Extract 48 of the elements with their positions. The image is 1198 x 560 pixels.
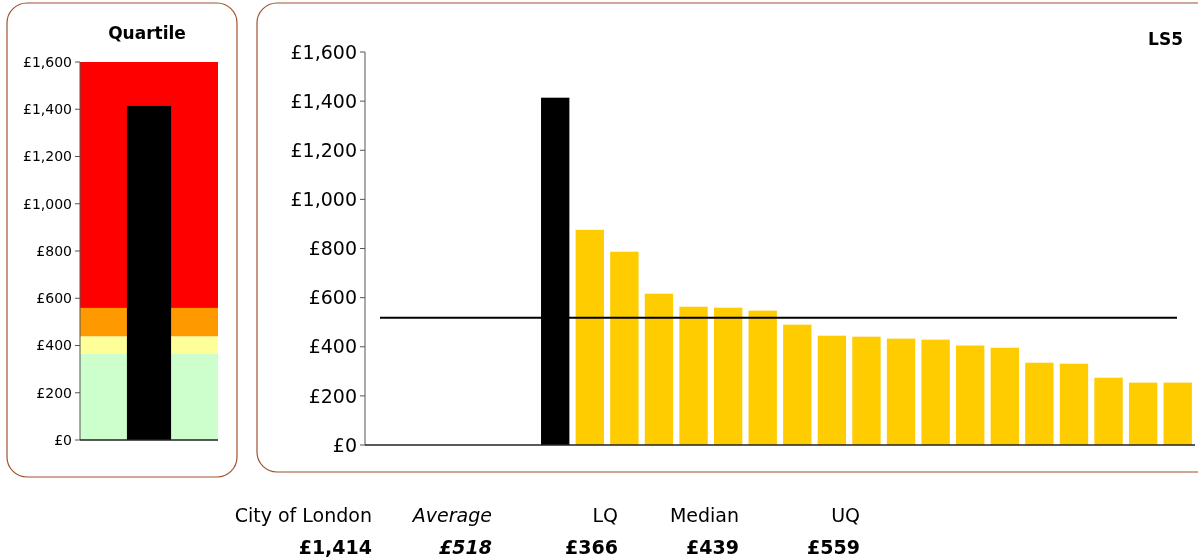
text: Median <box>669 504 739 526</box>
bar <box>610 251 639 445</box>
text: £559 <box>807 536 860 558</box>
text: £366 <box>565 536 618 558</box>
y-tick-label: £1,000 <box>23 195 72 212</box>
bar <box>1059 363 1089 445</box>
y-tick-label: £400 <box>308 335 357 358</box>
y-tick-label: £1,400 <box>23 101 72 118</box>
y-tick-label: £0 <box>332 433 357 456</box>
text: City of London <box>234 504 372 526</box>
bar <box>575 229 604 445</box>
bar <box>886 338 916 445</box>
bar <box>1128 382 1158 445</box>
y-tick-label: £1,200 <box>23 148 72 165</box>
bar <box>1025 362 1054 445</box>
bar <box>1163 382 1192 445</box>
y-tick-label: £200 <box>308 384 357 407</box>
bar <box>748 310 777 445</box>
text: £439 <box>686 536 739 558</box>
bar <box>1094 377 1123 445</box>
chart-title: Quartile <box>108 23 186 43</box>
text: LQ <box>592 504 618 526</box>
bar <box>783 324 812 445</box>
y-tick-label: £1,600 <box>23 53 72 70</box>
y-tick-label: £1,400 <box>290 89 357 112</box>
bar <box>679 306 708 445</box>
text: UQ <box>831 504 860 526</box>
y-tick-label: £600 <box>308 286 357 309</box>
bar <box>956 345 985 445</box>
y-tick-label: £800 <box>308 237 357 260</box>
bar <box>817 335 847 445</box>
text: £1,414 <box>298 536 372 558</box>
text: £518 <box>439 536 492 558</box>
bar <box>921 339 950 445</box>
bar <box>852 336 881 445</box>
bar <box>990 347 1019 445</box>
y-tick-label: £600 <box>36 290 72 307</box>
bar <box>713 307 743 445</box>
text: Average <box>410 504 492 526</box>
y-tick-label: £1,600 <box>290 40 357 63</box>
y-tick-label: £200 <box>36 384 72 401</box>
y-tick-label: £1,200 <box>290 138 357 161</box>
y-tick-label: £400 <box>36 337 72 354</box>
y-tick-label: £1,000 <box>290 188 357 211</box>
y-tick-label: £0 <box>54 431 72 448</box>
bar <box>644 293 674 445</box>
chart-title: LS5 <box>1148 29 1183 49</box>
y-tick-label: £800 <box>36 242 72 259</box>
